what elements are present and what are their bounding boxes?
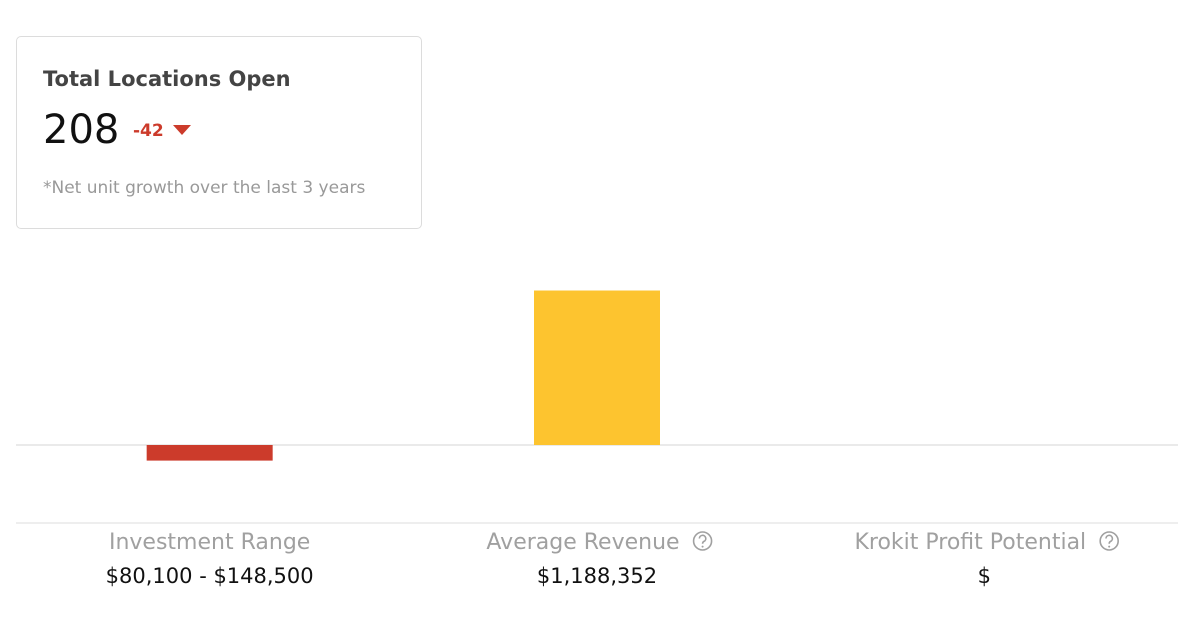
bar <box>534 290 660 445</box>
card-value: 208 <box>43 107 120 153</box>
card-title: Total Locations Open <box>43 67 291 91</box>
card-note: *Net unit growth over the last 3 years <box>43 178 366 198</box>
help-circle <box>1099 531 1119 551</box>
down-arrow <box>173 125 191 135</box>
help-icon[interactable] <box>692 531 713 551</box>
category-label: Average Revenue <box>486 530 679 555</box>
card-change: -42 <box>133 121 164 141</box>
help-icon[interactable] <box>1099 531 1119 551</box>
help-glyph <box>1105 534 1114 544</box>
category-label: Investment Range <box>109 530 310 555</box>
help-dot <box>701 545 704 548</box>
help-circle <box>692 531 713 551</box>
detail-label: $ <box>978 564 991 588</box>
category-label: Krokit Profit Potential <box>854 530 1086 555</box>
detail-label: $1,188,352 <box>537 564 657 588</box>
summary-card: Total Locations Open 208 -42 *Net unit g… <box>16 36 422 229</box>
help-dot <box>1108 545 1111 548</box>
detail-label: $80,100 - $148,500 <box>106 564 314 588</box>
bar <box>146 445 273 461</box>
help-glyph <box>698 534 707 544</box>
